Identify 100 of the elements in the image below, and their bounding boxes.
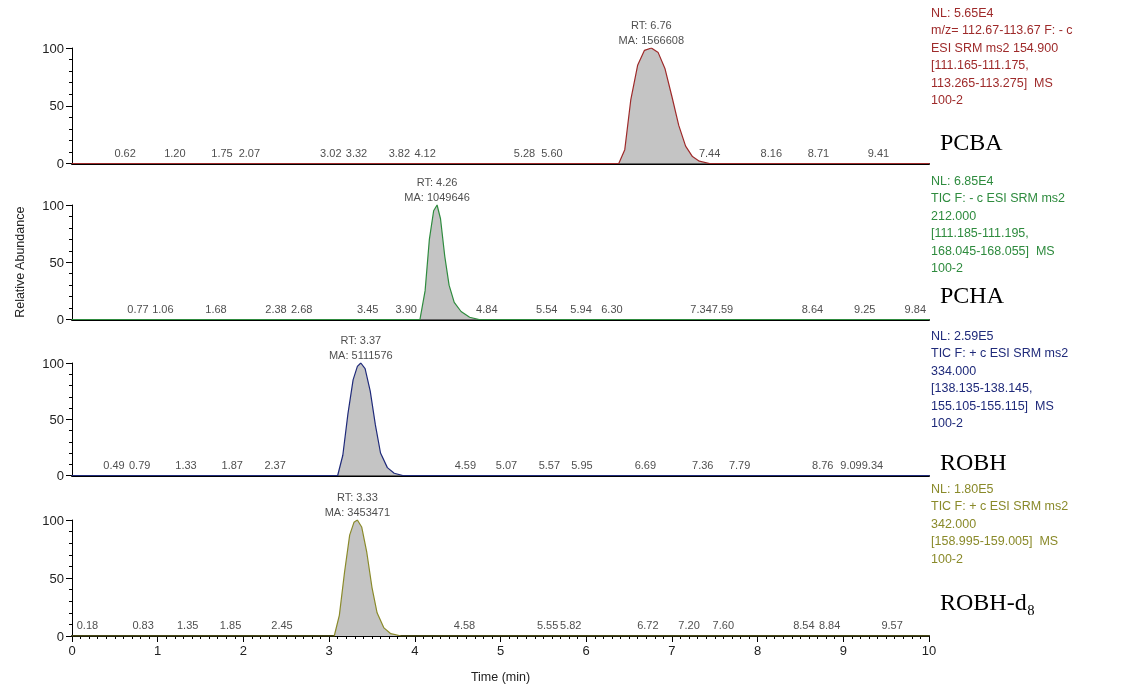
text: NL: 5.65E4 — [931, 5, 994, 20]
annotation: 8.76 — [812, 458, 834, 471]
text: ESI SRM ms2 154.900 — [931, 40, 1059, 55]
y-tick-label: 50 — [49, 98, 64, 114]
annotation: 9.41 — [867, 146, 890, 159]
y-tick-label: 50 — [49, 254, 64, 270]
y-tick-label: 0 — [56, 156, 64, 171]
y-tick-label: 100 — [42, 512, 64, 528]
x-axis-title: Time (min) — [470, 669, 531, 684]
y-tick-label: 0 — [56, 312, 64, 327]
annotation: 7.34 — [690, 302, 712, 315]
annotation: 2.45 — [271, 619, 293, 632]
annotation: 4.59 — [454, 458, 477, 471]
annotation: 8.16 — [760, 146, 783, 159]
annotation: 2.68 — [290, 302, 313, 315]
text: 155.105-155.115] MS — [931, 398, 1054, 413]
annotation: 1.20 — [164, 146, 186, 159]
annotation: 1.87 — [221, 458, 243, 471]
y-tick-label: 0 — [56, 628, 64, 644]
text: [111.185-111.195, — [931, 226, 1029, 240]
series-label: PCBA — [940, 129, 1004, 155]
annotation: 4.12 — [414, 146, 436, 159]
annotation: 7.60 — [712, 619, 735, 632]
series-label: ROBH — [940, 449, 1007, 475]
annotation: 9.84 — [904, 302, 926, 315]
annotation: 6.69 — [634, 458, 657, 471]
annotation: 8.84 — [818, 619, 841, 632]
series-label: ROBH-d₈ — [940, 589, 1036, 615]
annotation: 5.28 — [513, 146, 536, 159]
annotation: 7.59 — [711, 302, 734, 315]
annotation: 5.07 — [495, 458, 518, 471]
annotation: 1.35 — [176, 619, 199, 632]
annotation: 7.79 — [728, 458, 751, 471]
text: [158.995-159.005] MS — [931, 534, 1059, 548]
text: 113.265-113.275] MS — [931, 75, 1053, 90]
text: 168.045-168.055] MS — [931, 243, 1055, 258]
text: [138.135-138.145, — [931, 381, 1033, 395]
text: 100-2 — [931, 93, 964, 107]
annotation: 0.62 — [114, 146, 136, 159]
annotation: 5.95 — [571, 458, 593, 471]
annotation: 5.54 — [536, 302, 558, 315]
annotation: 3.32 — [345, 146, 368, 159]
annotation: 5.82 — [560, 619, 582, 632]
text: TIC F: + c ESI SRM ms2 — [931, 499, 1069, 513]
annotation: 2.37 — [264, 458, 286, 471]
annotation: 4.84 — [476, 302, 498, 315]
text: m/z= 112.67-113.67 F: - c — [931, 23, 1073, 37]
annotation: 0.79 — [128, 458, 151, 471]
x-tick-label: 7 — [668, 643, 676, 658]
annotation: MA: 1049646 — [404, 190, 470, 203]
annotation: 9.34 — [861, 458, 884, 471]
annotation: RT: 4.26 — [416, 175, 458, 188]
annotation: MA: 5111576 — [328, 348, 393, 361]
x-tick-label: 2 — [239, 643, 248, 658]
annotation: 0.77 — [127, 302, 149, 315]
annotation: 1.06 — [152, 302, 174, 315]
annotation: RT: 3.37 — [340, 333, 382, 346]
annotation: 2.07 — [238, 146, 261, 159]
x-tick-label: 4 — [411, 643, 419, 658]
y-tick-label: 50 — [49, 411, 64, 427]
annotation: RT: 3.33 — [336, 490, 378, 503]
annotation: 1.75 — [211, 146, 233, 159]
annotation: 5.57 — [538, 458, 561, 471]
text: NL: 6.85E4 — [931, 173, 994, 188]
y-tick-label: 100 — [42, 355, 64, 371]
text: 212.000 — [931, 208, 977, 223]
x-tick-label: 1 — [154, 643, 162, 658]
y-tick-label: 0 — [56, 468, 64, 483]
x-tick-label: 10 — [921, 643, 937, 658]
annotation: 9.25 — [854, 302, 876, 315]
text: NL: 1.80E5 — [931, 481, 994, 496]
x-tick-label: 3 — [325, 643, 333, 658]
x-tick-label: 6 — [582, 643, 590, 658]
y-tick-label: 50 — [49, 570, 64, 586]
annotation: 3.90 — [395, 302, 417, 315]
x-tick-label: 9 — [839, 643, 847, 658]
annotation: 6.30 — [601, 302, 623, 315]
annotation: MA: 3453471 — [324, 505, 391, 518]
x-tick-label: 5 — [496, 643, 505, 658]
annotation: 1.33 — [175, 458, 197, 471]
x-tick-label: 8 — [753, 643, 762, 658]
text: 342.000 — [931, 516, 977, 531]
annotation: 7.44 — [698, 146, 721, 159]
annotation: 0.83 — [132, 619, 154, 632]
annotation: 9.09 — [840, 458, 862, 471]
annotation: 8.54 — [793, 619, 815, 632]
annotation: 0.49 — [103, 458, 125, 471]
annotation: 1.85 — [219, 619, 242, 632]
annotation: 1.68 — [205, 302, 227, 315]
y-tick-label: 100 — [42, 40, 64, 56]
text: NL: 2.59E5 — [931, 328, 994, 343]
annotation: 8.71 — [807, 146, 830, 159]
annotation: 4.58 — [453, 619, 476, 632]
text: 100-2 — [931, 551, 964, 566]
annotation: 8.64 — [801, 302, 824, 315]
annotation: 0.18 — [76, 619, 99, 632]
annotation: 3.02 — [320, 146, 342, 159]
text: 100-2 — [931, 261, 964, 275]
annotation: 5.60 — [541, 146, 563, 159]
text: TIC F: + c ESI SRM ms2 — [931, 346, 1069, 360]
